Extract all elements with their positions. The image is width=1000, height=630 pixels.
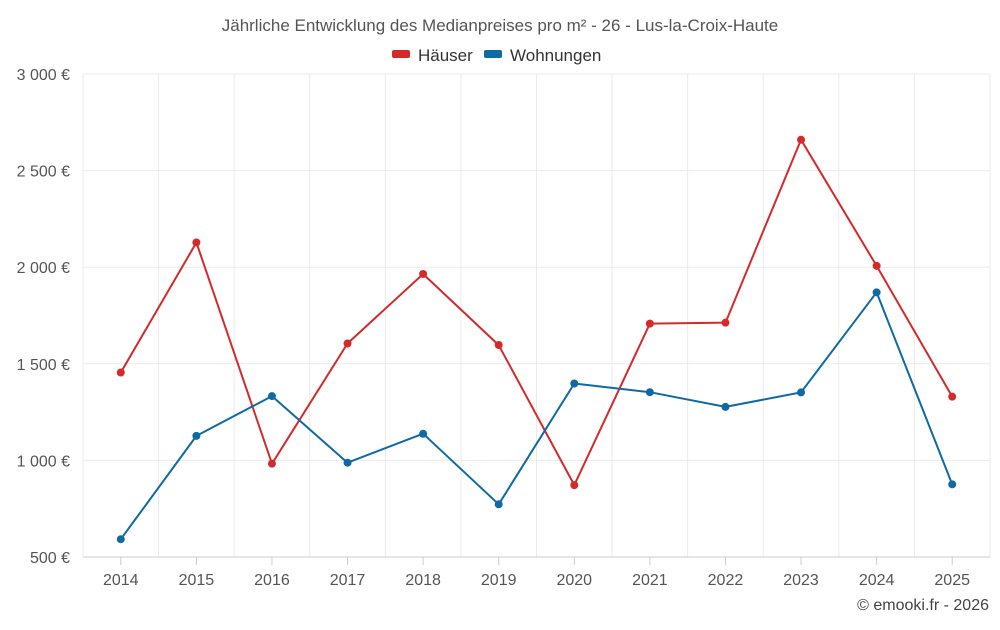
x-tick-label: 2020 <box>556 572 592 589</box>
x-tick-label: 2025 <box>934 572 970 589</box>
data-point <box>797 135 806 144</box>
chart-title: Jährliche Entwicklung des Medianpreises … <box>222 16 779 35</box>
data-point <box>645 319 654 328</box>
x-tick-label: 2014 <box>103 572 139 589</box>
data-point <box>721 318 730 327</box>
data-point <box>192 431 201 440</box>
series-line-wohnungen <box>119 291 954 540</box>
data-point <box>570 379 579 388</box>
x-tick-label: 2016 <box>254 572 290 589</box>
y-tick-label: 2 000 € <box>17 260 70 277</box>
grid <box>82 73 991 557</box>
series-line-haeuser <box>119 138 954 487</box>
x-tick-label: 2019 <box>481 572 517 589</box>
data-point <box>872 261 881 270</box>
x-tick-label: 2021 <box>632 572 668 589</box>
y-tick-label: 500 € <box>30 550 70 567</box>
y-tick-label: 2 500 € <box>17 164 70 181</box>
legend-swatch <box>392 50 410 58</box>
y-tick-label: 1 500 € <box>17 357 70 374</box>
axes: 500 € 1 000 € 1 500 € 2 000 € 2 500 € 3 000 €… <box>17 67 990 589</box>
data-point <box>494 500 503 509</box>
y-tick-label: 3 000 € <box>17 67 70 84</box>
legend-swatch <box>484 50 502 58</box>
x-tick-label: 2023 <box>783 572 819 589</box>
data-point <box>267 459 276 468</box>
data-point <box>570 481 579 490</box>
data-point <box>797 388 806 397</box>
x-tick-label: 2024 <box>859 572 895 589</box>
data-point <box>645 388 654 397</box>
legend: Häuser Wohnungen <box>392 46 601 65</box>
data-point <box>343 339 352 348</box>
x-tick-label: 2018 <box>405 572 441 589</box>
data-point <box>494 341 503 350</box>
data-point <box>419 429 428 438</box>
data-point <box>192 238 201 247</box>
data-point <box>267 392 276 401</box>
data-point <box>948 480 957 489</box>
legend-label: Häuser <box>418 46 473 65</box>
data-point <box>948 392 957 401</box>
x-tick-label: 2022 <box>708 572 744 589</box>
y-tick-label: 1 000 € <box>17 453 70 470</box>
data-point <box>116 368 125 377</box>
series <box>116 135 957 544</box>
data-point <box>419 269 428 278</box>
data-point <box>872 288 881 297</box>
legend-label: Wohnungen <box>510 46 601 65</box>
credit-text: © emooki.fr - 2026 <box>857 597 989 614</box>
data-point <box>343 458 352 467</box>
data-point <box>116 535 125 544</box>
x-tick-label: 2015 <box>179 572 215 589</box>
data-point <box>721 402 730 411</box>
x-tick-label: 2017 <box>330 572 366 589</box>
